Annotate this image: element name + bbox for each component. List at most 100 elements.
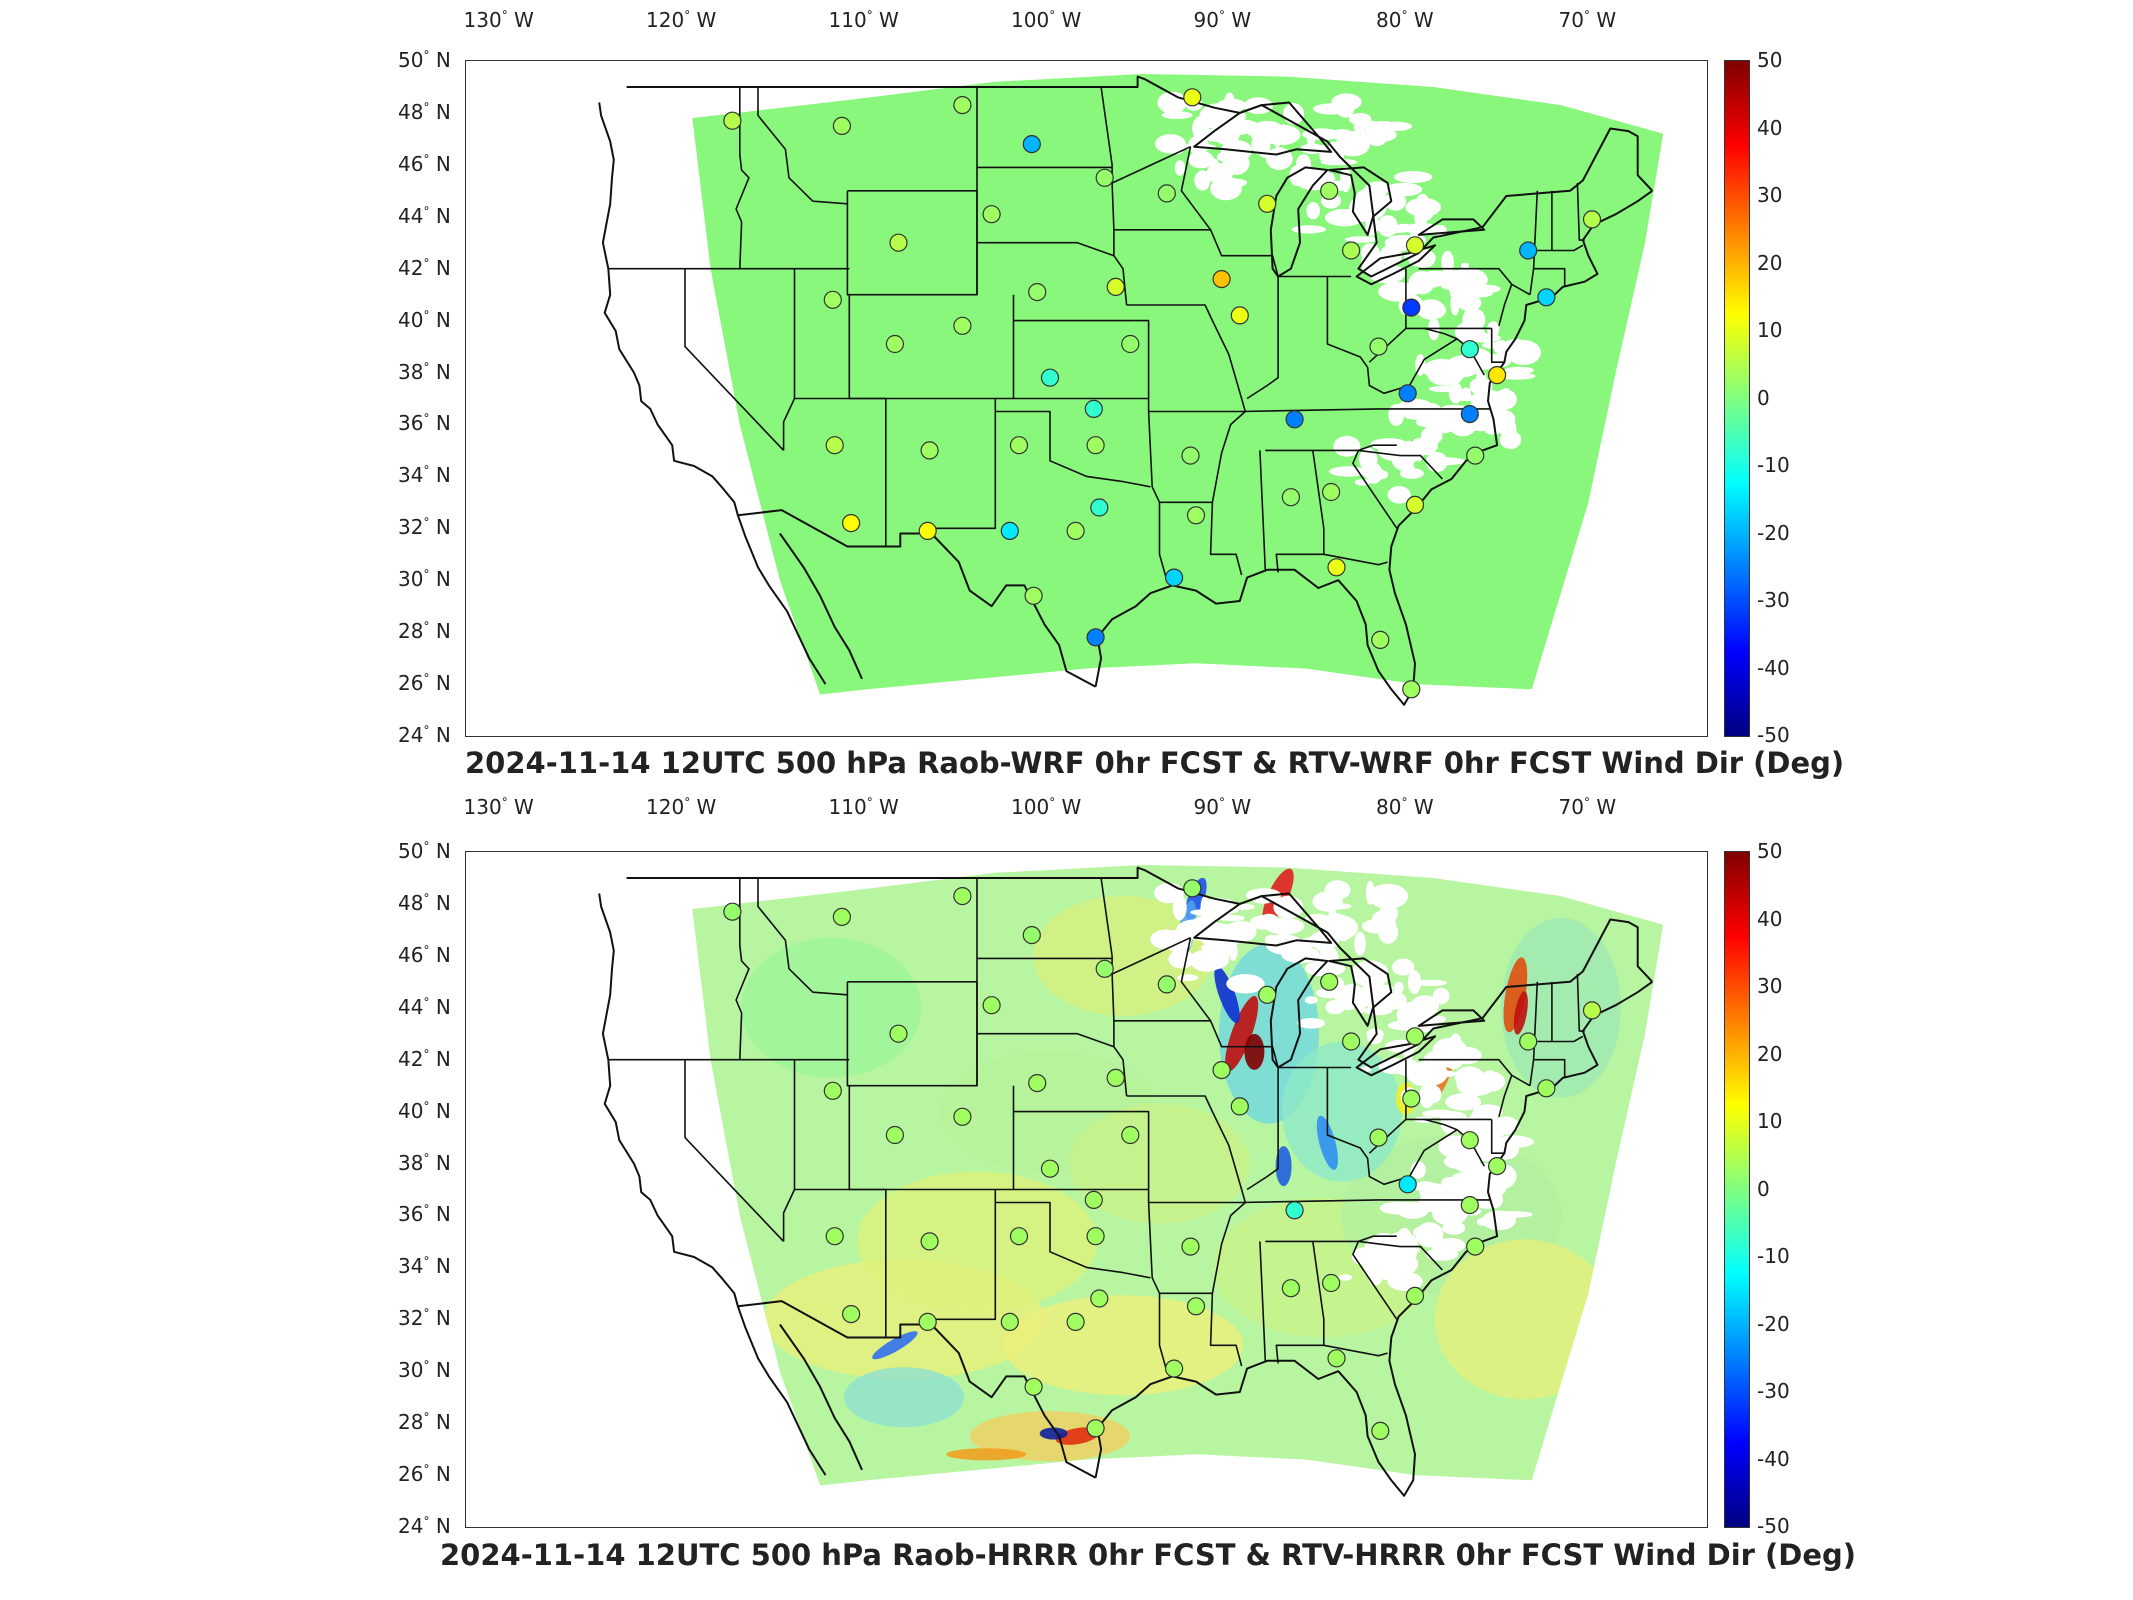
lat-tick-hemi: N	[435, 203, 451, 228]
station-marker	[1371, 630, 1390, 650]
data-gap	[1413, 1181, 1437, 1192]
data-gap	[1154, 882, 1184, 904]
west-coastline	[598, 102, 827, 685]
state-border	[848, 1085, 1015, 1191]
lon-tick-hemi: W	[1413, 8, 1434, 32]
station-marker	[1405, 495, 1425, 514]
data-gap	[1467, 1070, 1482, 1081]
data-gap	[1361, 919, 1393, 934]
lon-tick-hemi: W	[514, 8, 534, 32]
lat-tick-hemi: N	[435, 890, 451, 915]
lat-tick-hemi: N	[435, 619, 451, 644]
data-gap	[1315, 902, 1352, 910]
station-marker	[1086, 628, 1105, 647]
data-gap	[1174, 160, 1185, 176]
geography	[598, 75, 1654, 706]
station-marker	[1028, 1074, 1047, 1093]
data-gap	[1228, 943, 1238, 961]
state-border	[1111, 145, 1191, 184]
station-marker	[1022, 134, 1041, 154]
state-border	[931, 398, 997, 530]
station-marker	[1537, 1079, 1556, 1098]
state-border	[757, 87, 848, 205]
station-marker	[1040, 368, 1060, 387]
lon-tick-deg: 130	[463, 8, 502, 32]
lat-tick-deg: 46	[398, 942, 424, 967]
data-gap	[1405, 413, 1445, 421]
lat-tick-hemi: N	[435, 359, 451, 384]
data-gap	[1432, 1201, 1468, 1226]
data-gap	[1478, 410, 1493, 431]
lon-tick-hemi: W	[1231, 795, 1252, 819]
great-lake	[1328, 957, 1393, 1027]
state-border	[977, 241, 1115, 257]
lon-tick-label: 70° W	[1558, 795, 1617, 819]
station-marker	[1186, 506, 1206, 525]
station-marker	[1460, 1196, 1479, 1215]
station-marker	[832, 116, 851, 136]
lat-tick-deg: 28	[398, 1410, 424, 1435]
lat-tick-deg: 34	[398, 463, 424, 488]
lon-tick-label: 90° W	[1193, 8, 1252, 32]
lon-tick-label: 80° W	[1376, 8, 1434, 32]
great-lake	[1193, 101, 1333, 156]
station-marker	[1398, 384, 1417, 403]
station-marker	[1186, 1297, 1206, 1316]
station-marker	[1519, 1032, 1538, 1051]
station-marker	[953, 95, 972, 115]
geography	[598, 866, 1654, 1497]
field-anomaly	[1316, 1115, 1338, 1170]
station-marker	[1106, 277, 1125, 296]
data-gap	[1487, 321, 1500, 337]
state-border	[1490, 1119, 1505, 1154]
lat-tick-deg: 40	[398, 307, 424, 332]
lon-tick-deg: 80	[1376, 795, 1402, 819]
colorbar-tick-label: 30	[1757, 974, 1783, 998]
colorbar-tick-label: 10	[1757, 1109, 1783, 1133]
data-gap	[1445, 1093, 1482, 1111]
lat-tick-label: 28° N	[398, 1410, 451, 1435]
state-border	[1576, 182, 1585, 241]
lon-tick-deg: 100	[1011, 8, 1050, 32]
data-gap	[1439, 278, 1456, 290]
station-marker	[1022, 925, 1041, 945]
lat-tick-label: 48° N	[398, 99, 451, 124]
colorbar-tick-label: -40	[1757, 655, 1790, 680]
state-border	[1352, 1241, 1398, 1320]
lat-tick-deg: 48	[398, 890, 424, 915]
data-gap	[1344, 236, 1378, 243]
lon-tick-hemi: W	[1231, 8, 1252, 32]
station-marker	[723, 111, 742, 130]
mexico-border	[737, 509, 1097, 688]
station-marker	[1281, 488, 1301, 507]
station-marker	[953, 316, 972, 335]
field-patch	[1282, 1041, 1402, 1182]
data-gap	[1351, 965, 1389, 987]
data-gap	[1335, 133, 1370, 157]
station-marker	[1000, 521, 1019, 540]
station-marker	[1402, 1089, 1421, 1108]
data-gap	[1333, 435, 1361, 457]
station-marker	[920, 441, 939, 460]
data-gap	[1338, 1274, 1353, 1281]
station-marker	[1285, 1201, 1304, 1220]
state-border	[1111, 936, 1191, 975]
panel-top: 130° W 120° W 110° W 100° W 90° W 80° W 70° W …	[0, 0, 2133, 795]
station-marker	[1398, 1175, 1417, 1194]
station-marker	[1086, 1227, 1105, 1246]
state-border	[1576, 973, 1585, 1032]
lat-tick-hemi: N	[435, 1462, 451, 1487]
state-border	[1323, 1344, 1388, 1357]
lat-tick-deg: 42	[398, 255, 424, 280]
field-anomaly	[1225, 995, 1259, 1072]
field-base	[692, 74, 1664, 695]
data-gap	[1378, 281, 1418, 302]
baja-coastline	[779, 1323, 863, 1471]
colorbar-tick-label: 20	[1757, 250, 1783, 275]
lon-tick-label: 110° W	[828, 795, 899, 819]
lon-tick-hemi: W	[1061, 8, 1082, 32]
data-gap	[1499, 430, 1522, 450]
state-border	[1533, 1058, 1566, 1078]
data-gap	[1438, 1187, 1460, 1203]
data-gap	[1413, 979, 1448, 986]
